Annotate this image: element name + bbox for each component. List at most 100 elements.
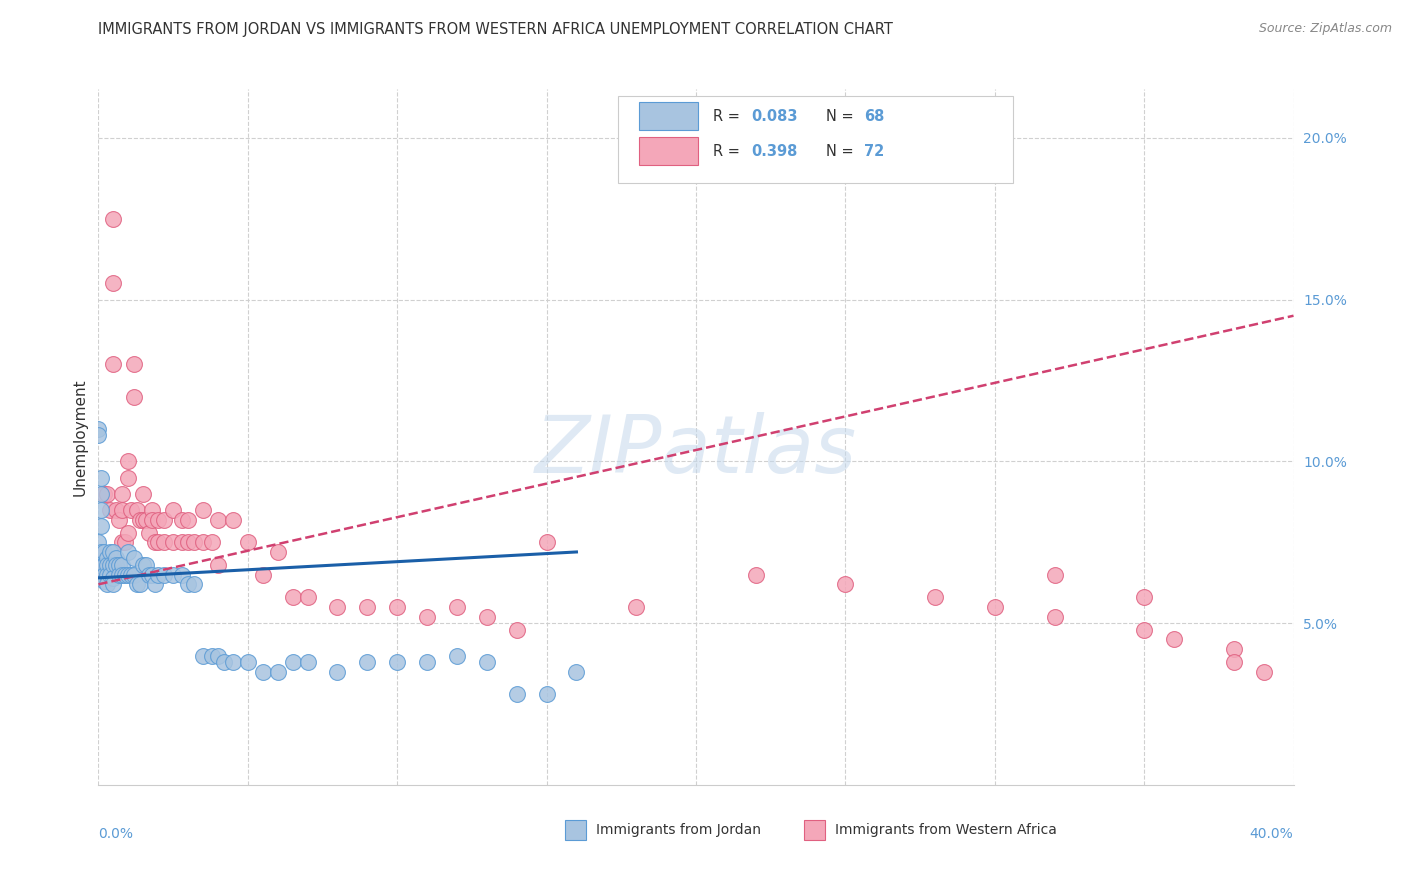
Point [236, 535, 259, 549]
Point [356, 655, 378, 669]
Point [143, 577, 166, 591]
Point [475, 609, 498, 624]
Point [90, 503, 112, 517]
Point [100, 503, 122, 517]
Point [153, 567, 176, 582]
Point [207, 648, 229, 663]
Point [326, 599, 349, 614]
Point [96, 577, 118, 591]
Point [111, 567, 134, 582]
Point [96, 551, 118, 566]
Text: Immigrants from Jordan: Immigrants from Jordan [596, 823, 761, 838]
Point [177, 535, 200, 549]
Point [93, 574, 115, 588]
Point [148, 567, 170, 582]
Point [129, 577, 152, 591]
Point [105, 503, 128, 517]
Point [177, 513, 200, 527]
Point [385, 599, 409, 614]
Text: 0.0%: 0.0% [98, 827, 134, 840]
FancyBboxPatch shape [638, 102, 699, 130]
Point [90, 545, 112, 559]
Point [267, 545, 290, 559]
Point [924, 591, 946, 605]
Point [984, 599, 1007, 614]
Text: Immigrants from Western Africa: Immigrants from Western Africa [835, 823, 1056, 838]
Point [87, 535, 110, 549]
Point [108, 513, 131, 527]
Point [201, 648, 224, 663]
Text: R =: R = [713, 144, 744, 159]
Text: 40.0%: 40.0% [1250, 827, 1294, 840]
Point [506, 687, 529, 701]
Point [100, 558, 122, 572]
Point [1133, 623, 1156, 637]
Point [162, 535, 184, 549]
Point [87, 428, 110, 442]
Point [1223, 642, 1246, 657]
Point [111, 486, 134, 500]
Text: R =: R = [713, 109, 744, 123]
Point [626, 599, 648, 614]
Point [475, 655, 498, 669]
FancyBboxPatch shape [804, 821, 825, 840]
Point [127, 503, 149, 517]
Point [132, 486, 155, 500]
Point [103, 545, 125, 559]
Y-axis label: Unemployment: Unemployment [72, 378, 87, 496]
Point [506, 623, 529, 637]
Point [281, 591, 304, 605]
Point [117, 545, 139, 559]
Point [117, 567, 139, 582]
Point [117, 454, 139, 468]
Point [1223, 655, 1246, 669]
Point [103, 277, 125, 291]
Point [138, 567, 160, 582]
Point [135, 513, 157, 527]
FancyBboxPatch shape [619, 96, 1012, 183]
Point [834, 577, 856, 591]
Point [117, 525, 139, 540]
Point [90, 519, 112, 533]
Point [207, 513, 229, 527]
FancyBboxPatch shape [638, 137, 699, 165]
FancyBboxPatch shape [565, 821, 586, 840]
Point [1043, 609, 1066, 624]
Point [191, 648, 214, 663]
Point [252, 665, 274, 679]
Point [127, 577, 149, 591]
Point [252, 567, 274, 582]
Point [745, 567, 768, 582]
Point [177, 577, 200, 591]
Point [90, 486, 112, 500]
Point [108, 567, 131, 582]
Point [111, 558, 134, 572]
Point [446, 648, 468, 663]
Point [183, 577, 205, 591]
Point [281, 655, 304, 669]
Text: N =: N = [827, 144, 859, 159]
Text: 68: 68 [865, 109, 884, 123]
Point [93, 486, 115, 500]
Point [111, 535, 134, 549]
Point [96, 558, 118, 572]
Point [141, 567, 163, 582]
Point [356, 599, 378, 614]
Point [103, 577, 125, 591]
Point [117, 470, 139, 484]
Text: Source: ZipAtlas.com: Source: ZipAtlas.com [1258, 22, 1392, 36]
Point [135, 558, 157, 572]
Point [105, 551, 128, 566]
Point [138, 525, 160, 540]
Text: N =: N = [827, 109, 859, 123]
Point [326, 665, 349, 679]
Point [172, 535, 194, 549]
Point [212, 655, 235, 669]
Point [148, 513, 170, 527]
Point [565, 665, 588, 679]
Point [87, 558, 110, 572]
Point [90, 470, 112, 484]
Point [222, 655, 245, 669]
Point [207, 558, 229, 572]
Text: 0.398: 0.398 [751, 144, 797, 159]
